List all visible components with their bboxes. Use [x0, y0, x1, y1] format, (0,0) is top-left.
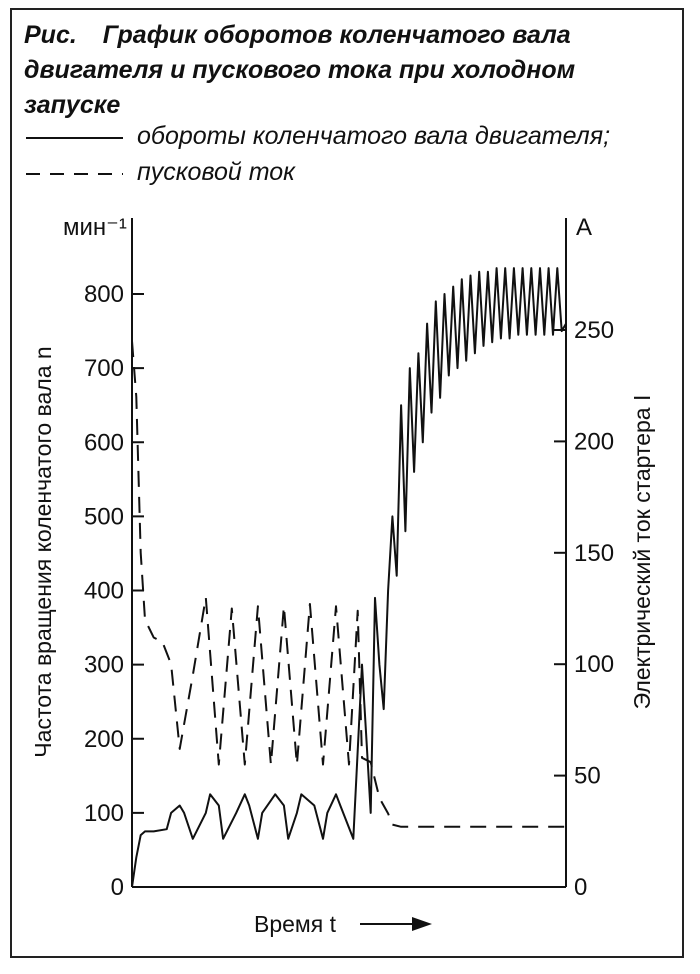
left-tick-label: 600	[84, 429, 124, 456]
left-tick-label: 200	[84, 726, 124, 753]
right-tick-label: 50	[574, 763, 601, 790]
caption-prefix: Рис.	[24, 21, 77, 49]
legend-solid-line-swatch	[26, 137, 123, 139]
crankshaft-rpm-line	[131, 267, 567, 888]
series-layer	[131, 267, 567, 888]
legend-label-rpm: обороты коленчатого вала двигателя;	[137, 122, 611, 150]
left-tick-label: 500	[84, 503, 124, 530]
legend-dashed-line-swatch	[26, 173, 123, 175]
right-axis-title: Электрический ток стартера I	[629, 395, 655, 710]
figure-frame	[10, 8, 684, 958]
right-tick-label: 100	[574, 651, 614, 678]
left-tick-label: 0	[111, 874, 124, 901]
right-tick-label: 200	[574, 428, 614, 455]
right-tick-label: 150	[574, 540, 614, 567]
left-tick-label: 100	[84, 800, 124, 827]
x-axis-title: Время t	[254, 911, 337, 937]
left-axis-ticks: 0 100 200 300 400 500 600 700 800	[84, 281, 144, 901]
starter-current-line	[131, 341, 566, 828]
right-tick-label: 250	[574, 317, 614, 344]
left-tick-label: 400	[84, 578, 124, 605]
right-tick-label: 0	[574, 874, 587, 901]
legend-label-current: пусковой ток	[137, 158, 295, 186]
time-arrow-icon	[360, 917, 432, 931]
left-axis-unit: мин⁻¹	[63, 214, 127, 241]
caption-text: График оборотов коленчатого вала двигате…	[24, 21, 576, 119]
right-axis-unit: A	[576, 214, 592, 241]
right-axis-ticks: 0 50 100 150 200 250	[554, 317, 614, 901]
figure-caption: Рис. График оборотов коленчатого вала дви…	[24, 18, 664, 123]
left-tick-label: 800	[84, 281, 124, 308]
left-tick-label: 700	[84, 355, 124, 382]
left-tick-label: 300	[84, 652, 124, 679]
left-axis-title: Частота вращения коленчатого вала n	[30, 346, 56, 757]
